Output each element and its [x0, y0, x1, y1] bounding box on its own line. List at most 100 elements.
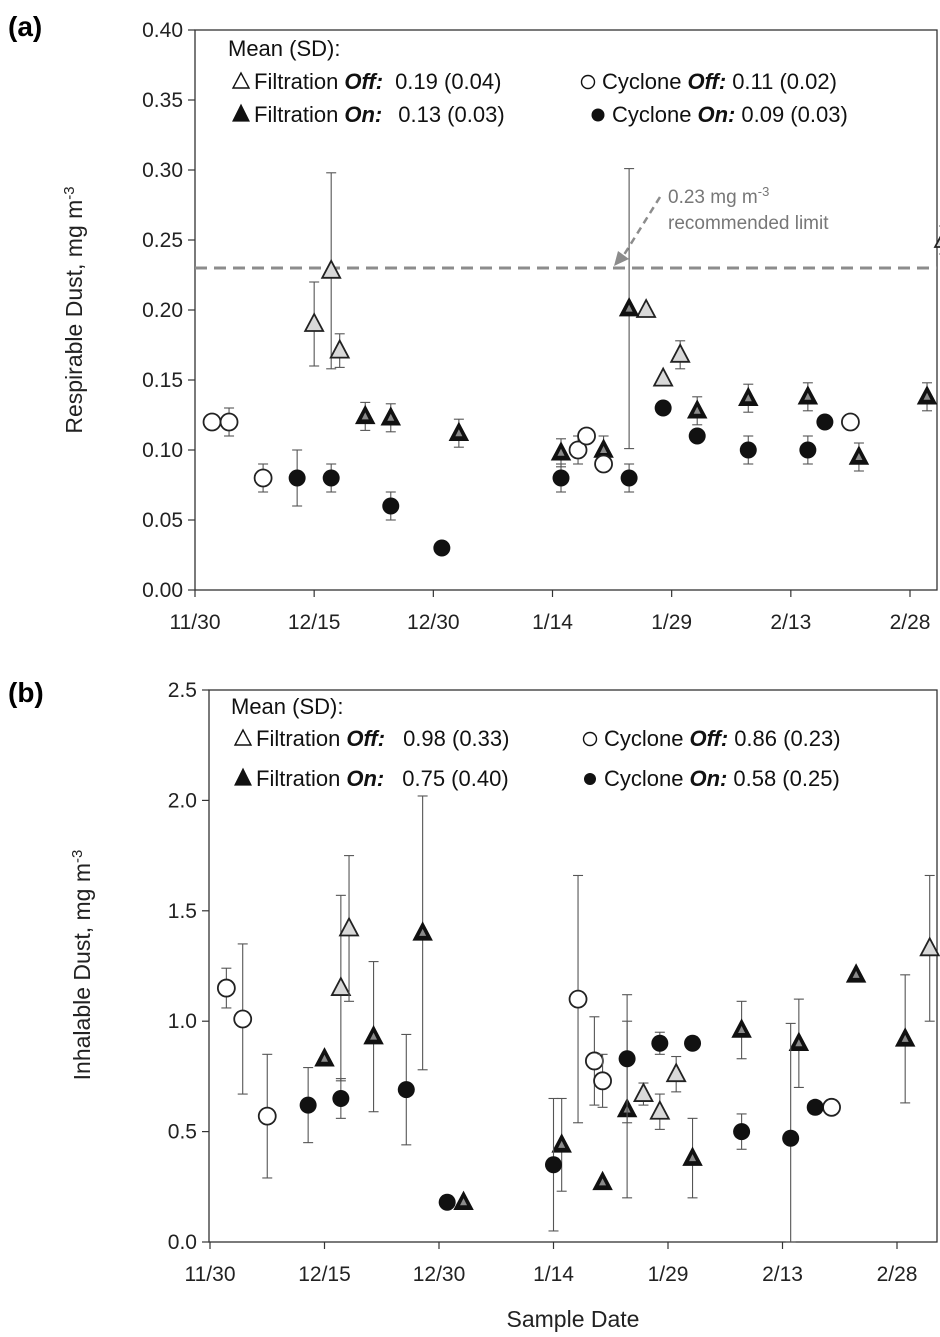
legend-state: On:	[346, 766, 384, 791]
legend-entry-filtration-on: Filtration On: 0.13 (0.03)	[232, 102, 505, 127]
data-point-filled-circle	[739, 435, 757, 465]
filled-circle-marker	[782, 1129, 800, 1147]
data-point-open-circle	[216, 967, 236, 1009]
filled-circle-marker	[651, 1034, 669, 1052]
x-tick-label: 12/15	[298, 1263, 351, 1286]
data-point-open-circle	[568, 874, 588, 1124]
legend-name: Filtration	[254, 69, 338, 94]
open-triangle-marker	[320, 258, 342, 279]
data-point-filled-circle	[620, 463, 638, 493]
y-tick-label: 0.5	[168, 1121, 197, 1144]
panel-b-label: (b)	[8, 677, 44, 708]
filled-circle-marker	[620, 469, 638, 487]
open-triangle-marker	[330, 976, 352, 996]
legend-value: 0.19 (0.04)	[395, 69, 501, 94]
data-point-filled-circle	[299, 1067, 317, 1144]
open-circle-marker	[253, 468, 273, 488]
data-point-filled-circle	[332, 1078, 350, 1119]
data-point-filled-triangle	[731, 1000, 752, 1060]
data-point-filled-circle	[684, 1034, 702, 1052]
open-circle-icon	[582, 731, 598, 747]
data-point-filled-circle	[382, 491, 400, 521]
panel-a-legend: Mean (SD): Filtration Off: 0.19 (0.04) Cyc…	[228, 36, 848, 127]
y-tick-label: 0.15	[142, 369, 183, 392]
data-point-filled-triangle	[894, 974, 916, 1104]
filled-triangle-highlight	[923, 392, 931, 400]
filled-circle-marker	[397, 1081, 415, 1099]
open-triangle-marker	[919, 936, 940, 957]
data-point-open-circle	[822, 1097, 841, 1117]
legend-name: Cyclone	[612, 102, 691, 127]
filled-triangle-highlight	[901, 1034, 909, 1042]
data-point-filled-circle	[288, 449, 306, 507]
y-tick-label: 0.25	[142, 229, 183, 252]
x-tick-label: 12/30	[413, 1263, 466, 1286]
open-circle-marker	[577, 426, 596, 446]
open-triangle-icon	[231, 71, 251, 89]
panel-b-y-axis: 0.0 0.5 1.0 1.5 2.0 2.5	[168, 679, 209, 1254]
filled-circle-marker	[739, 441, 757, 459]
legend-value: 0.13 (0.03)	[398, 102, 504, 127]
legend-entry-filtration-on: Filtration On: 0.75 (0.40)	[234, 766, 509, 791]
y-tick-label: 0.0	[168, 1231, 197, 1254]
filled-circle-marker	[382, 497, 400, 515]
filled-triangle-highlight	[599, 1178, 607, 1186]
data-point-filled-circle	[397, 1033, 415, 1146]
filled-circle-marker	[684, 1034, 702, 1052]
x-tick-label: 11/30	[185, 1263, 236, 1286]
panel-a-x-axis: 11/30 12/15 12/30 1/14 1/29 2/13 2/28	[170, 590, 930, 634]
data-point-filled-triangle	[797, 382, 819, 412]
data-point-filled-triangle	[363, 961, 384, 1113]
data-point-filled-triangle	[788, 998, 810, 1088]
panel-b-x-axis-title: Sample Date	[507, 1306, 640, 1332]
y-tick-label: 0.05	[142, 509, 183, 532]
filled-circle-marker	[806, 1098, 824, 1116]
data-point-filled-triangle	[845, 963, 867, 983]
filled-circle-marker	[433, 539, 451, 557]
data-point-filled-triangle	[592, 1170, 613, 1191]
data-point-open-circle	[593, 1053, 612, 1108]
data-point-filled-circle	[433, 539, 451, 557]
filled-triangle-highlight	[455, 429, 463, 437]
filled-triangle-highlight	[852, 970, 860, 978]
recommended-limit-annotation: 0.23 mg m-3 recommended limit	[614, 184, 829, 266]
data-point-open-triangle	[919, 874, 940, 1022]
data-point-filled-circle	[688, 427, 706, 445]
data-point-open-circle	[253, 463, 273, 493]
filled-triangle-highlight	[321, 1054, 328, 1062]
data-point-filled-triangle	[848, 442, 870, 472]
panel-b-data	[216, 795, 940, 1243]
x-tick-label: 11/30	[170, 611, 221, 634]
y-tick-label: 1.0	[168, 1010, 197, 1033]
filled-triangle-highlight	[557, 448, 565, 456]
legend-value: 0.11 (0.02)	[732, 69, 837, 94]
panel-a-y-axis-title: Respirable Dust, mg m-3	[61, 186, 87, 433]
x-tick-label: 2/13	[770, 611, 811, 634]
filled-triangle-highlight	[693, 406, 701, 414]
y-tick-label: 0.10	[142, 439, 183, 462]
filled-circle-marker	[733, 1123, 751, 1141]
y-tick-label: 0.40	[142, 19, 183, 42]
open-triangle-marker	[329, 338, 351, 359]
open-triangle-marker	[665, 1062, 687, 1083]
data-point-open-triangle	[649, 1093, 671, 1130]
filled-triangle-highlight	[370, 1032, 378, 1040]
open-circle-marker	[593, 1071, 612, 1091]
legend-entry-cyclone-off: Cyclone Off: 0.11 (0.02)	[580, 69, 837, 94]
data-point-filled-circle	[438, 1193, 456, 1211]
open-circle-marker	[568, 989, 588, 1009]
data-point-filled-triangle	[380, 403, 402, 433]
open-circle-marker	[594, 454, 613, 474]
data-point-filled-triangle	[686, 396, 708, 426]
data-point-open-triangle	[635, 298, 657, 318]
y-tick-label: 0.20	[142, 299, 183, 322]
data-point-filled-circle	[651, 1031, 669, 1055]
data-point-open-triangle	[665, 1055, 687, 1093]
legend-name: Cyclone	[604, 726, 683, 751]
filled-triangle-icon	[232, 103, 250, 122]
